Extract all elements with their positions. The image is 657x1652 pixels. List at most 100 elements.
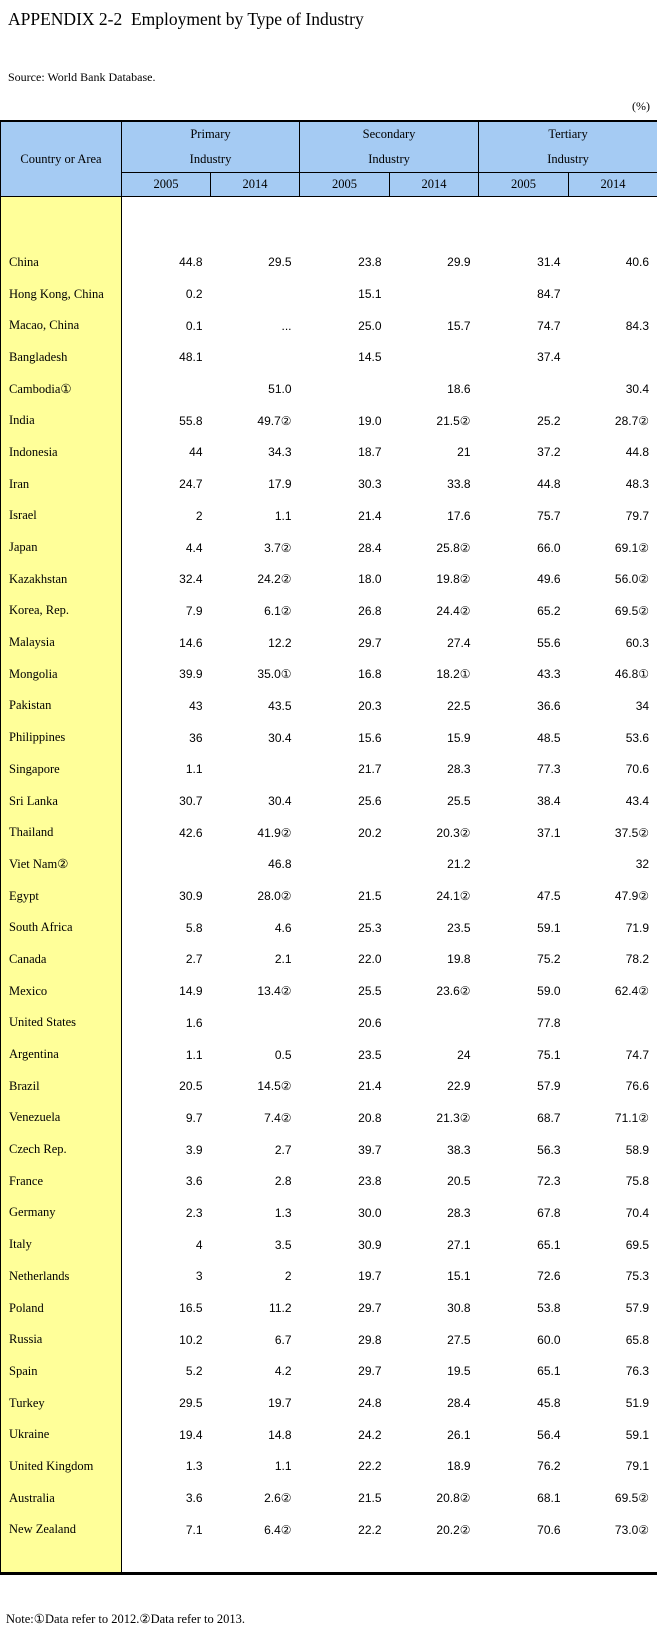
value-cell: 22.9: [390, 1070, 479, 1102]
value-cell: 78.2: [569, 944, 657, 976]
value-cell: 20.3: [300, 690, 390, 722]
value-cell: 19.5: [390, 1356, 479, 1388]
value-cell: 59.0: [479, 975, 569, 1007]
spacer-row: [1, 197, 657, 247]
value-cell: 24.2②: [211, 563, 300, 595]
value-cell: 14.5②: [211, 1070, 300, 1102]
value-cell: 55.6: [479, 627, 569, 659]
page: APPENDIX 2-2 Employment by Type of Indus…: [0, 8, 657, 1627]
value-cell: 17.6: [390, 500, 479, 532]
value-cell-empty: [479, 197, 569, 247]
country-cell: Italy: [1, 1229, 122, 1261]
value-cell: 43.4: [569, 785, 657, 817]
value-cell: 73.0②: [569, 1514, 657, 1546]
value-cell: 0.1: [122, 310, 211, 342]
value-cell: 43: [122, 690, 211, 722]
country-cell: Israel: [1, 500, 122, 532]
value-cell: 30.9: [122, 880, 211, 912]
country-cell: Spain: [1, 1356, 122, 1388]
value-cell: 23.6②: [390, 975, 479, 1007]
value-cell: 27.1: [390, 1229, 479, 1261]
value-cell: 20.5: [122, 1070, 211, 1102]
country-cell: Thailand: [1, 817, 122, 849]
value-cell: 33.8: [390, 468, 479, 500]
value-cell: [211, 342, 300, 374]
value-cell: 22.5: [390, 690, 479, 722]
value-cell: 37.1: [479, 817, 569, 849]
value-cell: 28.4: [390, 1387, 479, 1419]
value-cell: 20.3②: [390, 817, 479, 849]
value-cell: 30.7: [122, 785, 211, 817]
value-cell: 57.9: [479, 1070, 569, 1102]
value-cell: 59.1: [479, 912, 569, 944]
country-cell: Argentina: [1, 1039, 122, 1071]
value-cell: 7.9: [122, 595, 211, 627]
group-header-tertiary: Tertiary Industry: [479, 121, 657, 173]
country-cell: Mongolia: [1, 658, 122, 690]
value-cell: 38.4: [479, 785, 569, 817]
value-cell: 45.8: [479, 1387, 569, 1419]
country-cell: United States: [1, 1007, 122, 1039]
value-cell: 2.3: [122, 1197, 211, 1229]
value-cell: 23.8: [300, 1165, 390, 1197]
value-cell-empty: [211, 197, 300, 247]
value-cell: 25.5: [300, 975, 390, 1007]
value-cell: 27.5: [390, 1324, 479, 1356]
value-cell: 19.4: [122, 1419, 211, 1451]
value-cell: 21: [390, 437, 479, 469]
value-cell: 44.8: [569, 437, 657, 469]
value-cell: [390, 278, 479, 310]
value-cell: 20.8②: [390, 1482, 479, 1514]
value-cell: 48.1: [122, 342, 211, 374]
country-cell: Netherlands: [1, 1261, 122, 1293]
value-cell-empty: [300, 197, 390, 247]
value-cell: 46.8: [211, 849, 300, 881]
value-cell: 69.5: [569, 1229, 657, 1261]
country-cell: Turkey: [1, 1387, 122, 1419]
value-cell: 70.6: [569, 754, 657, 786]
value-cell: 28.7②: [569, 405, 657, 437]
value-cell: 34.3: [211, 437, 300, 469]
value-cell: 15.7: [390, 310, 479, 342]
value-cell: 12.2: [211, 627, 300, 659]
value-cell: [300, 373, 390, 405]
page-title: APPENDIX 2-2 Employment by Type of Indus…: [8, 8, 657, 30]
country-cell: Macao, China: [1, 310, 122, 342]
value-cell: [122, 849, 211, 881]
value-cell: 21.5: [300, 880, 390, 912]
value-cell: 21.4: [300, 1070, 390, 1102]
value-cell: 15.9: [390, 722, 479, 754]
value-cell: 51.9: [569, 1387, 657, 1419]
value-cell: 29.7: [300, 1292, 390, 1324]
spacer-row: [1, 1546, 657, 1574]
value-cell: 44.8: [479, 468, 569, 500]
value-cell: 4: [122, 1229, 211, 1261]
value-cell: 70.6: [479, 1514, 569, 1546]
group-header-row: Country or Area Primary Industry Seconda…: [1, 121, 657, 173]
value-cell: 70.4: [569, 1197, 657, 1229]
value-cell: 17.9: [211, 468, 300, 500]
value-cell: 62.4②: [569, 975, 657, 1007]
value-cell: 14.8: [211, 1419, 300, 1451]
value-cell: 23.5: [390, 912, 479, 944]
value-cell-empty: [479, 1546, 569, 1574]
value-cell: 51.0: [211, 373, 300, 405]
value-cell: 19.8②: [390, 563, 479, 595]
value-cell: 24.8: [300, 1387, 390, 1419]
country-cell: Singapore: [1, 754, 122, 786]
value-cell: 1.1: [211, 500, 300, 532]
value-cell: 18.2①: [390, 658, 479, 690]
value-cell: 5.8: [122, 912, 211, 944]
